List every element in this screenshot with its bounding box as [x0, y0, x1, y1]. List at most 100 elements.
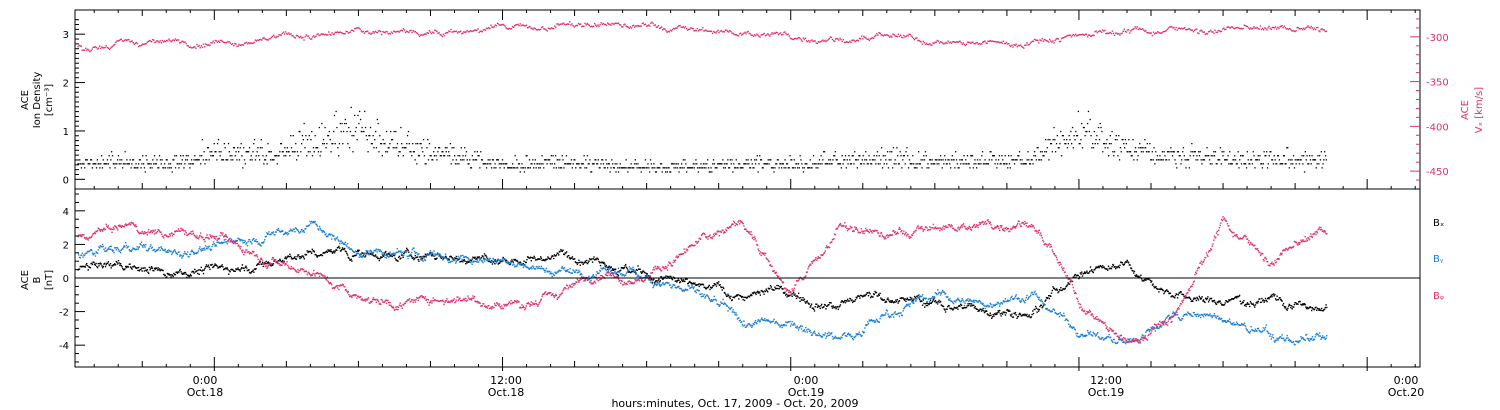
bx-point-216: [233, 270, 235, 272]
density-point-569: [555, 167, 557, 169]
vx-point-664: [795, 37, 797, 40]
density-point-253: [290, 135, 292, 137]
bx-point-795: [650, 279, 652, 281]
bx-point-201: [222, 266, 224, 268]
bx-point-1702: [1303, 303, 1306, 305]
bx-point-1544: [1189, 298, 1192, 300]
bx-point-29: [98, 265, 100, 267]
density-point-1340: [1203, 159, 1206, 161]
density-point-502: [499, 167, 501, 169]
bx-point-1346: [1047, 297, 1049, 299]
vx-point-503: [621, 26, 623, 28]
density-point-837: [781, 167, 783, 169]
density-point-1174: [1064, 143, 1066, 145]
vx-point-769: [908, 33, 910, 35]
density-point-1482: [1323, 159, 1325, 161]
density-point-15: [90, 159, 92, 161]
vx-point-588: [712, 30, 715, 33]
bx-point-1209: [948, 305, 950, 307]
density-point-36: [107, 163, 109, 165]
bx-point-1432: [1109, 267, 1111, 269]
vx-point-655: [785, 32, 787, 35]
by-point-265: [268, 231, 270, 233]
bx-point-1636: [1256, 301, 1258, 303]
density-point-801: [750, 159, 752, 161]
bx-point-1730: [1323, 308, 1326, 311]
bx-point-167: [197, 269, 200, 271]
density-point-809: [757, 171, 759, 173]
density-point-629: [606, 163, 608, 165]
bx-point-1206: [946, 308, 948, 310]
bx-point-1182: [929, 302, 931, 304]
density-point-1289: [1161, 159, 1163, 161]
vx-point-461: [575, 24, 578, 27]
density-point-199: [244, 163, 246, 165]
by-point-374: [346, 243, 349, 245]
vx-point-192: [284, 31, 287, 33]
vx-point-489: [605, 24, 608, 27]
bx-point-1397: [1084, 271, 1086, 273]
density-point-374: [391, 139, 394, 141]
density-point-115: [174, 155, 176, 157]
vx-point-791: [932, 42, 934, 44]
bx-point-1357: [1055, 289, 1057, 291]
density-point-684: [652, 167, 654, 169]
density-point-1388: [1244, 163, 1246, 165]
vx-point-201: [294, 37, 296, 39]
vx-point-580: [704, 29, 706, 32]
bx-point-1062: [842, 301, 844, 304]
density-point-1049: [959, 159, 961, 161]
bx-point-985: [787, 294, 789, 296]
density-point-371: [389, 143, 391, 145]
vx-point-607: [733, 33, 735, 36]
density-point-435: [443, 155, 445, 157]
bx-point-1154: [908, 299, 911, 301]
vx-point-702: [836, 37, 838, 40]
bx-point-1258: [983, 311, 986, 314]
bx-point-1462: [1130, 267, 1133, 270]
density-point-1046: [956, 163, 958, 165]
density-point-368: [386, 151, 389, 153]
density-point-160: [211, 155, 214, 157]
bx-point-1280: [999, 313, 1002, 315]
by-point-615: [520, 262, 522, 265]
vx-point-193: [286, 32, 288, 35]
vx-point-502: [620, 24, 622, 26]
density-point-1121: [1019, 159, 1021, 161]
bx-point-255: [261, 263, 263, 265]
bx-point-306: [297, 254, 300, 256]
density-point-1390: [1245, 167, 1248, 169]
by-point-371: [344, 241, 347, 244]
by-point-8: [83, 254, 85, 256]
vx-point-453: [567, 23, 569, 25]
by-point-94: [145, 243, 147, 246]
vx-point-918: [1069, 34, 1071, 36]
by-point-586: [499, 259, 501, 261]
vx-point-452: [565, 23, 568, 26]
vx-point-1131: [1299, 27, 1302, 30]
density-point-508: [504, 163, 506, 165]
density-point-955: [880, 159, 882, 161]
density-point-771: [725, 163, 727, 165]
by-point-275: [275, 231, 277, 233]
density-point-1213: [1097, 143, 1099, 145]
density-point-464: [467, 163, 469, 165]
vx-point-834: [978, 43, 981, 45]
vx-point-911: [1062, 37, 1064, 39]
bx-point-349: [328, 249, 331, 251]
density-point-737: [696, 167, 699, 169]
vx-point-541: [662, 29, 664, 31]
vx-point-516: [635, 25, 637, 27]
bx-point-997: [795, 297, 798, 300]
density-point-632: [608, 163, 610, 165]
density-point-97: [158, 155, 161, 157]
density-point-1359: [1219, 147, 1222, 149]
bx-point-1107: [875, 292, 877, 294]
bx-point-743: [612, 269, 615, 271]
vx-point-1111: [1278, 27, 1280, 30]
bx-point-469: [415, 256, 417, 259]
bx-point-439: [393, 254, 396, 257]
bx-point-289: [285, 258, 287, 260]
by-point-71: [128, 249, 130, 251]
bx-point-1157: [911, 297, 913, 299]
